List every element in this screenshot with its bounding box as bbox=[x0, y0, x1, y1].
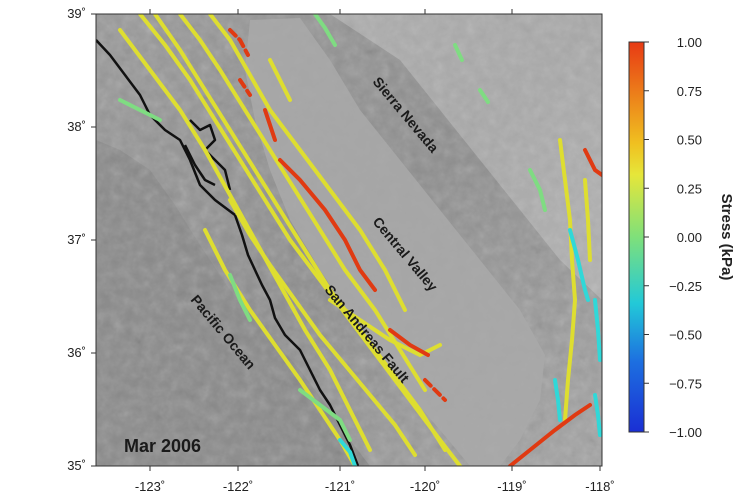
lat-tick-label: 37˚ bbox=[67, 232, 86, 247]
lat-tick-label: 35˚ bbox=[67, 458, 86, 473]
sierra-region bbox=[330, 14, 602, 300]
colorbar-tick-label: 0.25 bbox=[677, 181, 702, 196]
map-area: Sierra Nevada Central Valley San Andreas… bbox=[96, 14, 602, 466]
colorbar-tick-label: −0.75 bbox=[669, 376, 702, 391]
lon-tick-label: -119˚ bbox=[497, 479, 526, 494]
colorbar-title: Stress (kPa) bbox=[718, 194, 735, 281]
date-label: Mar 2006 bbox=[124, 436, 201, 456]
lon-tick-label: -118˚ bbox=[585, 479, 614, 494]
colorbar-gradient bbox=[628, 41, 645, 433]
lat-tick-label: 36˚ bbox=[67, 345, 86, 360]
colorbar-tick-label: 0.50 bbox=[677, 133, 702, 148]
colorbar-tick-label: −0.50 bbox=[669, 328, 702, 343]
lon-tick-label: -123˚ bbox=[135, 479, 165, 494]
lon-tick-label: -120˚ bbox=[410, 479, 440, 494]
lon-tick-label: -122˚ bbox=[223, 479, 253, 494]
lat-tick-label: 39˚ bbox=[67, 6, 86, 21]
colorbar-tick-label: −0.25 bbox=[669, 279, 702, 294]
colorbar-tick-label: 0.00 bbox=[677, 230, 702, 245]
fault-traces bbox=[118, 14, 602, 466]
central-valley-region bbox=[245, 18, 545, 466]
lat-tick-label: 38˚ bbox=[67, 119, 86, 134]
colorbar-tick-label: 0.75 bbox=[677, 84, 702, 99]
colorbar: 1.00 0.75 0.50 0.25 0.00 −0.25 −0.50 −0.… bbox=[628, 35, 735, 440]
lat-axis: 39˚ 38˚ 37˚ 36˚ 35˚ bbox=[67, 6, 96, 473]
colorbar-tick-label: 1.00 bbox=[677, 35, 702, 50]
lon-axis: -123˚ -122˚ -121˚ -120˚ -119˚ -118˚ bbox=[135, 9, 615, 494]
colorbar-tick-label: −1.00 bbox=[669, 425, 702, 440]
lon-tick-label: -121˚ bbox=[325, 479, 355, 494]
